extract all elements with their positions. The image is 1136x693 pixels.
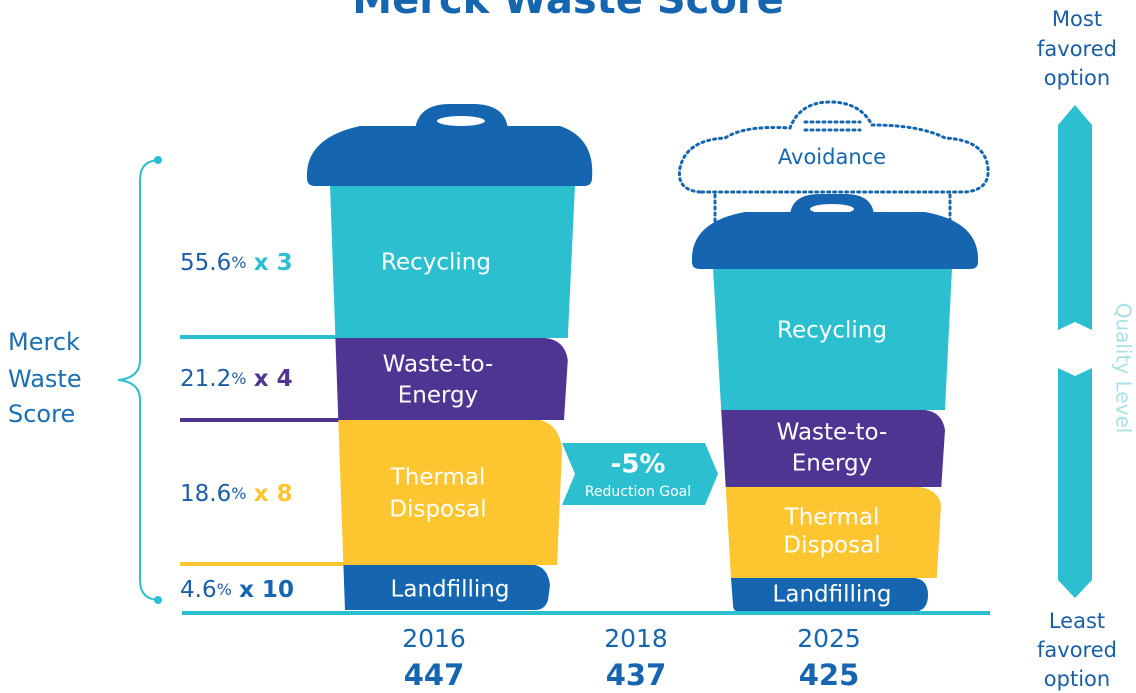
year: 2025 <box>797 624 861 653</box>
factor: x 3 <box>254 250 293 276</box>
row-label: 21.2% x 4 <box>180 366 293 392</box>
score: 425 <box>799 658 860 692</box>
segment-label: Landfilling <box>391 577 510 603</box>
scale-bottom: option <box>1044 667 1110 691</box>
year: 2018 <box>604 624 668 653</box>
scale-bottom: favored <box>1037 638 1117 662</box>
segment-label: Thermal <box>390 465 486 491</box>
row-label: 18.6% x 8 <box>180 481 293 507</box>
segment-label: Waste-to- <box>383 352 494 378</box>
scale-top: Most <box>1052 7 1102 31</box>
title: Merck Waste Score <box>352 0 783 23</box>
scale-bottom: Least <box>1049 609 1105 633</box>
score-label: Score <box>8 400 75 428</box>
segment-label: Energy <box>398 383 479 409</box>
score-label: Merck <box>8 328 80 356</box>
segment-label: Disposal <box>389 497 486 523</box>
scale-arrow-down <box>1058 368 1092 598</box>
segment-label: Thermal <box>784 505 880 531</box>
segment-thermal <box>338 420 562 565</box>
score: 437 <box>606 658 667 692</box>
factor: x 10 <box>239 577 294 603</box>
baseline <box>182 611 990 615</box>
reduction-label: Reduction Goal <box>585 484 691 500</box>
row-band <box>180 335 340 339</box>
brace-dot <box>154 156 162 164</box>
row-label: 4.6% x 10 <box>180 577 294 603</box>
unit: % <box>217 580 232 599</box>
share: 18.6 <box>180 481 231 507</box>
scale-top: option <box>1044 66 1110 90</box>
score-label: Waste <box>8 365 82 393</box>
cloud-detail <box>805 122 860 130</box>
unit: % <box>231 484 246 503</box>
unit: % <box>231 253 246 272</box>
factor: x 8 <box>254 481 293 507</box>
brace-dot <box>154 596 162 604</box>
lid <box>307 126 592 186</box>
year: 2016 <box>402 624 466 653</box>
share: 55.6 <box>180 250 231 276</box>
score: 447 <box>404 658 465 692</box>
row-label: 55.6% x 3 <box>180 250 293 276</box>
share: 4.6 <box>180 577 217 603</box>
segment-label: Energy <box>792 451 873 477</box>
row-band <box>180 562 346 566</box>
lid <box>692 212 978 269</box>
row-band <box>180 418 340 422</box>
factor: x 4 <box>254 366 293 392</box>
brace <box>118 160 160 600</box>
scale-arrow-up <box>1058 105 1092 330</box>
infographic: Merck Waste Score Merck Waste Score Recy… <box>0 0 1136 693</box>
segment-label: Recycling <box>381 250 491 276</box>
segment-label: Recycling <box>777 318 887 344</box>
handle-hole <box>437 116 485 126</box>
segment-label: Landfilling <box>773 582 892 608</box>
reduction-value: -5% <box>611 450 666 480</box>
avoidance-label: Avoidance <box>778 145 886 169</box>
share: 21.2 <box>180 366 231 392</box>
unit: % <box>231 369 246 388</box>
scale-axis-label: Quality Level <box>1112 303 1136 434</box>
segment-label: Waste-to- <box>777 420 888 446</box>
segment-label: Disposal <box>783 533 880 559</box>
scale-top: favored <box>1037 37 1117 61</box>
